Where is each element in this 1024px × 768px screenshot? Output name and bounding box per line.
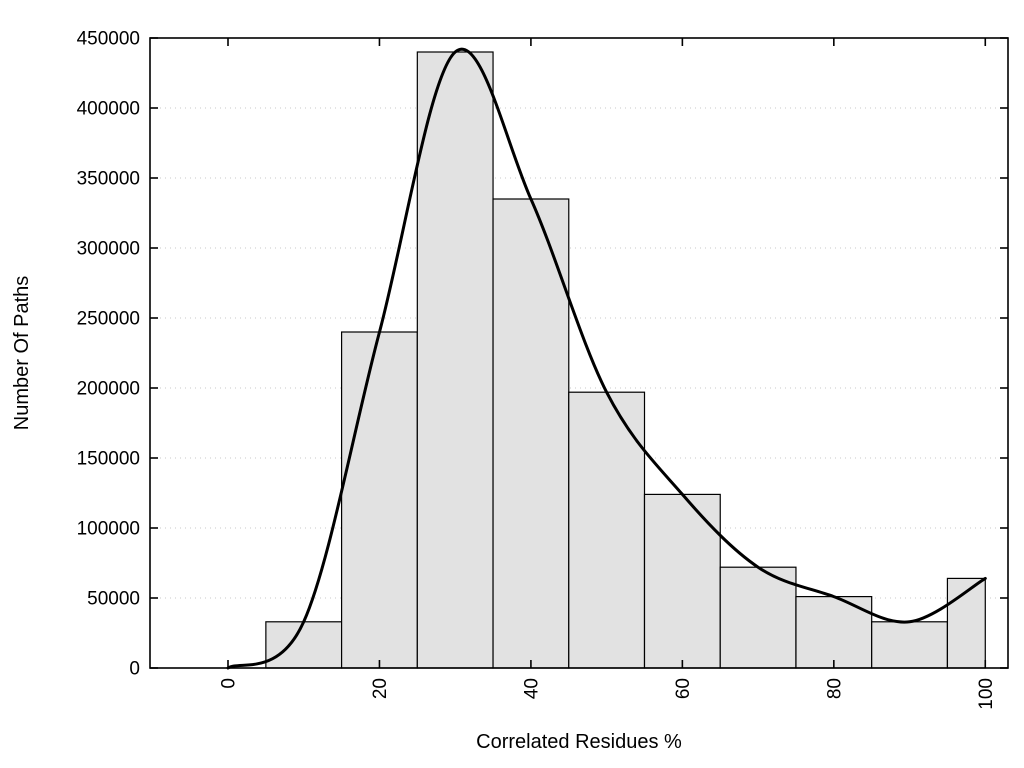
histogram-bar [340, 331, 418, 669]
x-tick-label: 100 [976, 678, 997, 710]
x-tick-label: 20 [370, 678, 391, 699]
plot-border [149, 37, 1009, 669]
histogram-bar [416, 51, 494, 669]
y-tick-label: 0 [129, 659, 140, 680]
y-tick-label: 350000 [77, 169, 140, 190]
plot-region: 0 20 40 60 80 100 0 50000 100000 150000 200000 2500… [77, 29, 1009, 710]
x-axis-label: Correlated Residues % [476, 731, 682, 753]
y-tick-label: 250000 [77, 309, 140, 330]
y-axis-label: Number Of Paths [11, 276, 33, 431]
y-tick-label: 300000 [77, 239, 140, 260]
y-tick-label: 400000 [77, 99, 140, 120]
histogram-bar [871, 621, 949, 669]
histogram-bar [265, 621, 343, 669]
x-tick-label: 40 [521, 678, 542, 699]
histogram-bar [643, 493, 721, 669]
y-tick-label: 50000 [87, 589, 140, 610]
y-tick-label: 200000 [77, 379, 140, 400]
x-tick-label: 0 [219, 678, 240, 689]
histogram-bar [492, 198, 570, 669]
smoothed-curve [226, 47, 987, 670]
y-tick-label: 150000 [77, 449, 140, 470]
histogram-bar [719, 566, 797, 669]
x-tick-label: 60 [673, 678, 694, 699]
y-tick-label: 100000 [77, 519, 140, 540]
x-tick-label: 80 [824, 678, 845, 699]
y-tick-label: 450000 [77, 29, 140, 50]
